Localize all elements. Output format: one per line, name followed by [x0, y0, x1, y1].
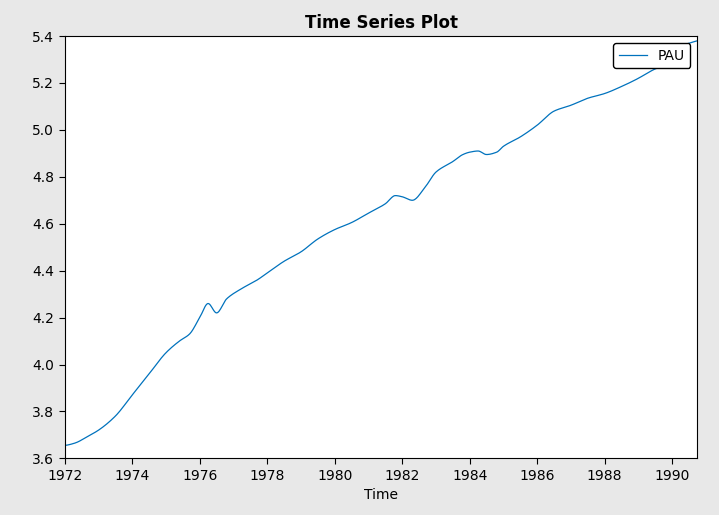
Legend: PAU: PAU	[613, 43, 690, 68]
PAU	[99, 423, 108, 430]
PAU	[60, 442, 69, 449]
Line: PAU: PAU	[65, 41, 697, 445]
PAU	[464, 149, 472, 156]
PAU	[428, 174, 436, 180]
Title: Time Series Plot: Time Series Plot	[305, 14, 457, 32]
PAU	[540, 115, 549, 122]
X-axis label: Time: Time	[364, 488, 398, 502]
PAU	[444, 161, 453, 167]
PAU	[605, 89, 614, 95]
PAU	[693, 38, 702, 44]
